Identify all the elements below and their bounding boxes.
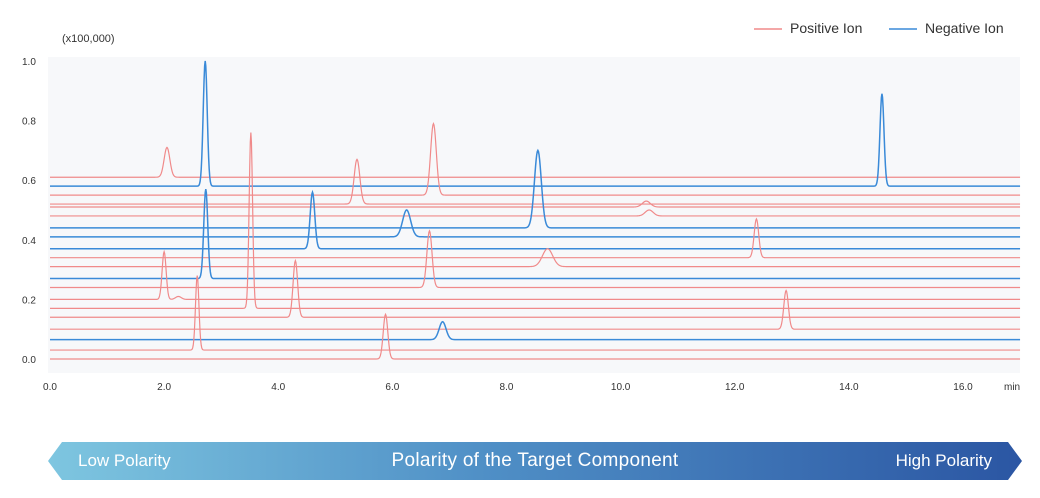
x-unit-label: min bbox=[1004, 382, 1020, 393]
trace-negative-ion-8 bbox=[50, 209, 1021, 238]
x-tick-label: 16.0 bbox=[953, 382, 973, 393]
legend-label-negative: Negative Ion bbox=[925, 20, 1004, 36]
trace-positive-ion-6 bbox=[50, 209, 1021, 217]
x-tick-label: 0.0 bbox=[43, 382, 57, 393]
high-polarity-label: High Polarity bbox=[895, 451, 992, 470]
trace-positive-ion-14 bbox=[50, 249, 1021, 300]
x-tick-label: 6.0 bbox=[385, 382, 399, 393]
y-tick-label: 1.0 bbox=[22, 57, 36, 68]
trace-positive-ion-4 bbox=[50, 158, 1021, 205]
y-tick-label: 0.6 bbox=[22, 176, 36, 187]
y-tick-label: 0.2 bbox=[22, 295, 36, 306]
x-tick-label: 4.0 bbox=[271, 382, 285, 393]
low-polarity-label: Low Polarity bbox=[78, 451, 171, 470]
x-axis-ticks: 0.0 2.0 4.0 6.0 8.0 10.0 12.0 14.0 16.0 bbox=[43, 382, 973, 393]
legend: Positive Ion Negative Ion bbox=[754, 20, 1004, 36]
x-tick-label: 12.0 bbox=[725, 382, 745, 393]
polarity-title: Polarity of the Target Component bbox=[391, 450, 679, 471]
y-tick-label: 0.4 bbox=[22, 236, 36, 247]
trace-negative-ion-2 bbox=[50, 60, 1021, 187]
x-tick-label: 8.0 bbox=[500, 382, 514, 393]
polarity-scale-bar: Low Polarity Polarity of the Target Comp… bbox=[48, 442, 1022, 480]
trace-negative-ion-7 bbox=[50, 148, 1021, 229]
trace-positive-ion-19 bbox=[50, 275, 1021, 351]
trace-positive-ion-20 bbox=[50, 312, 1021, 360]
plot-area-background bbox=[48, 57, 1020, 373]
trace-positive-ion-10 bbox=[50, 217, 1021, 259]
legend-label-positive: Positive Ion bbox=[790, 20, 862, 36]
trace-positive-ion-17 bbox=[50, 289, 1021, 330]
chromatogram-traces bbox=[50, 60, 1021, 360]
trace-positive-ion-13 bbox=[50, 229, 1021, 289]
trace-positive-ion-3 bbox=[50, 121, 1021, 196]
x-tick-label: 14.0 bbox=[839, 382, 859, 393]
trace-negative-ion-18 bbox=[50, 320, 1021, 341]
trace-negative-ion-12 bbox=[50, 189, 1021, 280]
y-tick-label: 0.8 bbox=[22, 117, 36, 128]
trace-positive-ion-16 bbox=[50, 258, 1021, 318]
trace-positive-ion-11 bbox=[50, 248, 1021, 268]
y-unit-label: (x100,000) bbox=[62, 33, 115, 45]
x-tick-label: 10.0 bbox=[611, 382, 631, 393]
x-tick-label: 2.0 bbox=[157, 382, 171, 393]
trace-positive-ion-5 bbox=[50, 200, 1021, 208]
trace-negative-ion-9 bbox=[50, 189, 1021, 250]
trace-positive-ion-15 bbox=[50, 132, 1021, 309]
polarity-arrow bbox=[48, 442, 1022, 480]
y-axis-ticks: 1.0 0.8 0.6 0.4 0.2 0.0 bbox=[22, 57, 36, 366]
chromatogram-chart: (x100,000) 1.0 0.8 0.6 0.4 0.2 0.0 0.0 2.0 4.0 6… bbox=[22, 20, 1021, 393]
y-tick-label: 0.0 bbox=[22, 355, 36, 366]
